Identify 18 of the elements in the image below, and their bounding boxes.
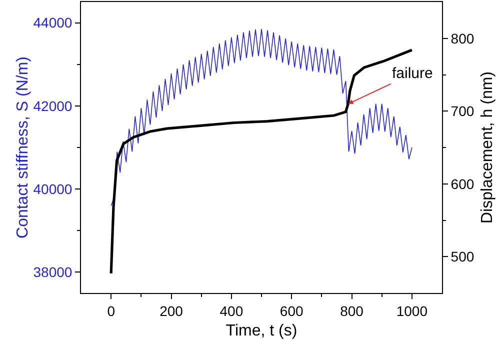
x-tick-label: 600 — [280, 302, 304, 319]
y-tick-label: 40000 — [33, 180, 72, 197]
y-tick-label: 44000 — [33, 14, 72, 31]
annotation: failure — [392, 65, 433, 82]
x-tick-label: 400 — [220, 302, 244, 319]
y2-tick-label: 700 — [450, 103, 474, 120]
x-axis-title: Time, t (s) — [226, 322, 298, 340]
y-tick-label: 38000 — [33, 264, 72, 280]
x-tick-label: 0 — [107, 302, 116, 319]
y-tick-label: 42000 — [33, 98, 72, 114]
x-tick-label: 200 — [160, 302, 184, 319]
y2-axis-title: Displacement, h (nm) — [479, 71, 496, 224]
x-tick-label: 1000 — [396, 302, 428, 319]
x-tick-label: 800 — [340, 302, 364, 319]
y-axis-title: Contact stiffness, S (N/m) — [14, 56, 32, 238]
y2-tick-label: 500 — [450, 248, 474, 265]
y2-tick-label: 600 — [450, 176, 474, 192]
y2-tick-label: 800 — [450, 30, 474, 46]
